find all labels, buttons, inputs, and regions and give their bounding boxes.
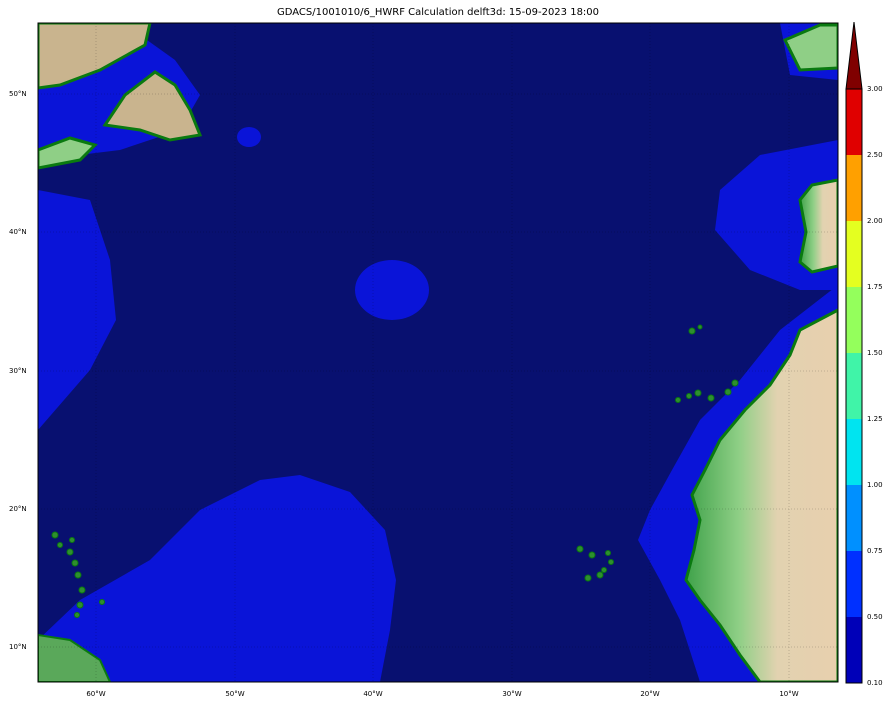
land-africa	[684, 308, 838, 682]
lon-label: 30°W	[502, 690, 522, 698]
land-newfoundland	[102, 70, 203, 142]
colorbar-tick-label: 2.50	[867, 151, 883, 159]
colorbar-segment	[846, 419, 862, 485]
colorbar-tick-label: 1.00	[867, 481, 883, 489]
colorbar-segment	[846, 551, 862, 617]
colorbar-segment	[846, 617, 862, 683]
colorbar-segment	[846, 155, 862, 221]
map-title: GDACS/1001010/6_HWRF Calculation delft3d…	[276, 7, 600, 18]
graticule	[38, 23, 838, 682]
colorbar-tick-label: 3.00	[867, 85, 883, 93]
land-caribbean	[38, 633, 112, 682]
wave-region-mid	[355, 260, 429, 320]
lon-label: 50°W	[225, 690, 245, 698]
lat-label: 20°N	[9, 505, 27, 513]
land-greenland-tip	[782, 23, 838, 72]
map-plot	[37, 22, 839, 683]
land-nova-scotia	[38, 136, 98, 170]
colorbar-segment	[846, 287, 862, 353]
land-iberia	[798, 178, 838, 274]
lat-label: 50°N	[9, 90, 27, 98]
colorbar-tick-label: 1.50	[867, 349, 883, 357]
lon-label: 20°W	[640, 690, 660, 698]
lon-label: 60°W	[86, 690, 106, 698]
wave-region-small	[237, 127, 261, 147]
colorbar-tick-label: 0.50	[867, 613, 883, 621]
colorbar-segment	[846, 353, 862, 419]
colorbar-segment	[846, 221, 862, 287]
map-frame	[37, 22, 839, 683]
colorbar-frame	[845, 88, 863, 684]
colorbar-tick-label: 1.25	[867, 415, 883, 423]
lon-label: 10°W	[779, 690, 799, 698]
colorbar-tick-label: 1.75	[867, 283, 883, 291]
colorbar-tick-label: 2.00	[867, 217, 883, 225]
wave-region-south	[38, 475, 396, 682]
colorbar-tick-label: 0.75	[867, 547, 883, 555]
lat-label: 30°N	[9, 367, 27, 375]
colorbar-segment	[846, 485, 862, 551]
lat-label: 40°N	[9, 228, 27, 236]
land-northwest	[38, 23, 152, 90]
islands	[51, 324, 739, 618]
colorbar	[845, 21, 863, 684]
lat-label: 10°N	[9, 643, 27, 651]
wave-region-west	[38, 190, 116, 430]
colorbar-extend	[845, 21, 863, 90]
colorbar-tick-label: 0.10	[867, 679, 883, 687]
colorbar-segment	[846, 89, 862, 155]
lon-label: 40°W	[363, 690, 383, 698]
